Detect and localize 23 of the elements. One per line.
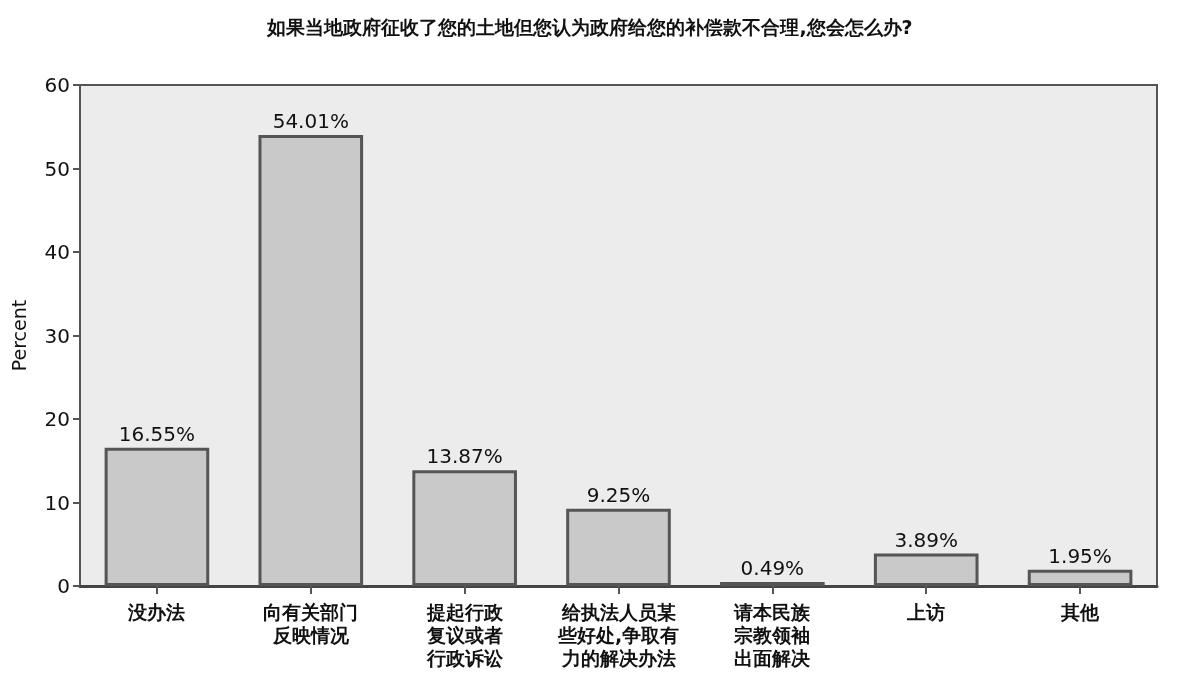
y-tick-label: 60 bbox=[44, 73, 70, 97]
data-label: 0.49% bbox=[740, 555, 805, 580]
data-label: 13.87% bbox=[426, 444, 503, 469]
y-axis-title: Percent bbox=[7, 299, 30, 372]
chart-title: 如果当地政府征收了您的土地但您认为政府给您的补偿款不合理,您会怎么办? bbox=[266, 15, 913, 38]
x-tick-label: 提起行政复议或者行政诉讼 bbox=[425, 600, 504, 669]
x-tick-label: 请本民族宗教领袖出面解决 bbox=[733, 600, 812, 669]
y-tick-label: 50 bbox=[44, 156, 70, 181]
data-label: 3.89% bbox=[894, 527, 958, 552]
x-tick-label: 其他 bbox=[1060, 600, 1101, 623]
y-tick-label: 10 bbox=[44, 490, 70, 515]
x-tick-label: 没办法 bbox=[127, 600, 186, 623]
data-label: 1.95% bbox=[1048, 543, 1112, 568]
x-tick-label: 上访 bbox=[906, 600, 946, 623]
y-tick-label: 30 bbox=[44, 323, 70, 348]
x-tick-label: 向有关部门反映情况 bbox=[263, 600, 359, 646]
data-label: 54.01% bbox=[272, 109, 349, 134]
x-tick-label: 给执法人员某些好处,争取有力的解决办法 bbox=[556, 600, 680, 669]
y-tick-label: 0 bbox=[57, 574, 70, 598]
y-tick-label: 40 bbox=[44, 240, 70, 264]
y-tick-label: 20 bbox=[44, 407, 70, 431]
data-label: 16.55% bbox=[118, 421, 196, 446]
data-label: 9.25% bbox=[586, 482, 651, 507]
